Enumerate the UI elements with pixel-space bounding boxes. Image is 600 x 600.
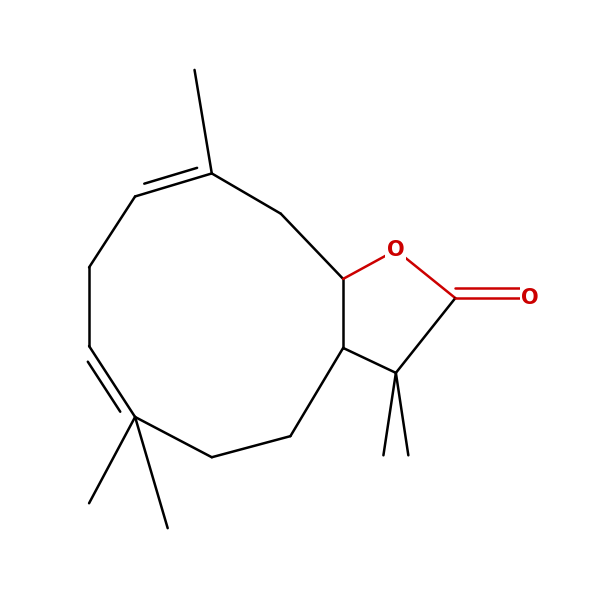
Text: O: O (387, 240, 404, 260)
Text: O: O (521, 288, 539, 308)
